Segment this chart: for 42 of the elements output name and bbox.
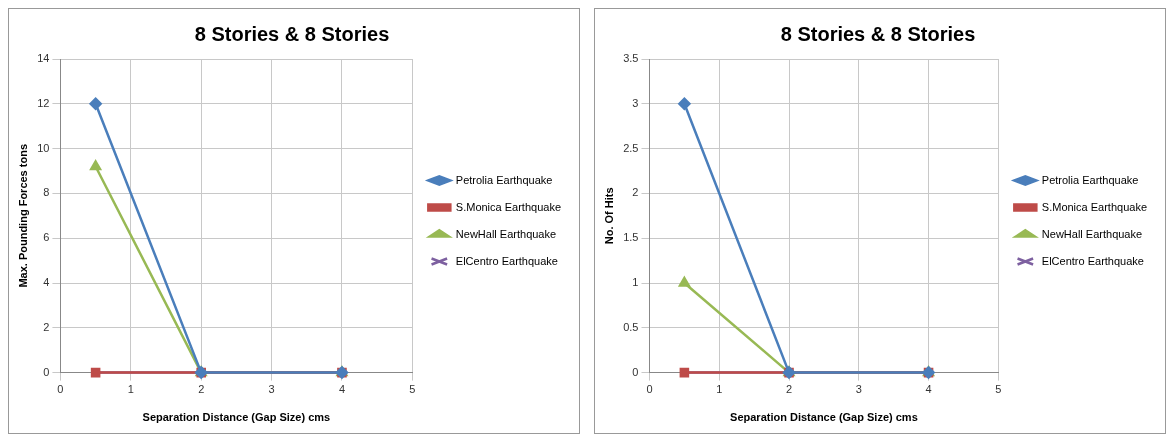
x-tick-label: 1 <box>716 383 723 396</box>
y-tick-label: 2 <box>43 320 50 333</box>
x-tick-label: 4 <box>338 383 346 396</box>
x-tick-label: 2 <box>198 383 205 396</box>
legend-label: S.Monica Earthquake <box>455 200 561 213</box>
y-tick-label: 14 <box>37 52 50 65</box>
y-tick-label: 2.5 <box>623 141 639 154</box>
y-tick-label: 0.5 <box>623 320 639 333</box>
y-tick-label: 6 <box>43 231 50 244</box>
legend-label: ElCentro Earthquake <box>455 254 558 267</box>
chart-title: 8 Stories & 8 Stories <box>194 22 390 45</box>
legend-label: Petrolia Earthquake <box>455 173 553 186</box>
x-axis-title: Separation Distance (Gap Size) cms <box>142 411 331 424</box>
x-tick-label: 2 <box>785 383 793 396</box>
x-tick-label: 3 <box>855 383 862 396</box>
y-axis-title: Max. Pounding Forces tons <box>16 143 29 288</box>
legend-label: NewHall Earthquake <box>1041 227 1143 240</box>
x-tick-label: 0 <box>57 383 64 396</box>
x-tick-label: 4 <box>925 383 932 396</box>
y-tick-label: 3.5 <box>623 52 639 65</box>
x-axis-title: Separation Distance (Gap Size) cms <box>730 411 918 424</box>
y-tick-label: 1 <box>632 276 639 289</box>
y-axis-title: No. Of Hits <box>602 187 615 245</box>
x-tick-label: 5 <box>409 383 416 396</box>
x-tick-label: 5 <box>995 383 1002 396</box>
y-tick-label: 1.5 <box>623 231 639 244</box>
x-tick-label: 3 <box>268 383 275 396</box>
y-tick-label: 2 <box>632 186 639 199</box>
y-tick-label: 3 <box>632 96 639 109</box>
y-tick-label: 0 <box>632 365 639 378</box>
y-tick-label: 12 <box>37 96 50 109</box>
y-tick-label: 10 <box>37 141 50 154</box>
x-tick-label: 1 <box>127 383 134 396</box>
y-tick-label: 0 <box>43 365 50 378</box>
chart-title: 8 Stories & 8 Stories <box>780 22 976 45</box>
legend-label: Petrolia Earthquake <box>1041 173 1139 186</box>
legend-label: NewHall Earthquake <box>455 227 557 240</box>
y-tick-label: 8 <box>43 186 50 199</box>
legend-label: ElCentro Earthquake <box>1041 254 1144 267</box>
legend-label: S.Monica Earthquake <box>1041 200 1147 213</box>
y-tick-label: 4 <box>43 276 50 289</box>
x-tick-label: 0 <box>646 383 653 396</box>
